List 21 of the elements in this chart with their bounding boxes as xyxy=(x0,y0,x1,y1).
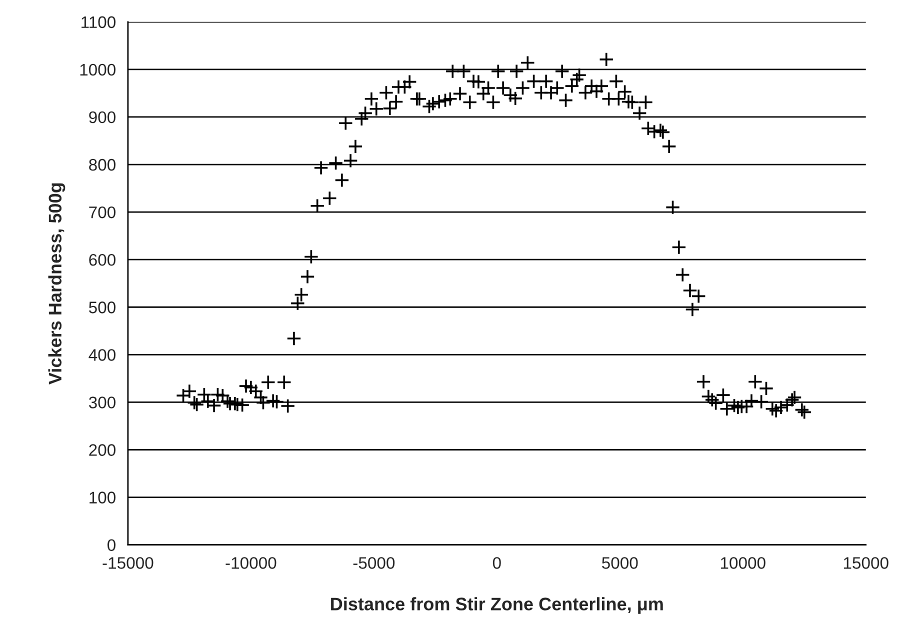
x-tick-label: 10000 xyxy=(720,557,766,569)
y-tick-label: 600 xyxy=(89,254,116,266)
y-tick-label: 400 xyxy=(88,349,116,361)
y-tick-label: 900 xyxy=(89,111,116,124)
y-tick-label: 500 xyxy=(89,302,116,314)
x-tick-label: 15000 xyxy=(844,557,888,569)
y-tick-label: 200 xyxy=(89,444,116,456)
x-axis-title: Distance from Stir Zone Centerline, μm xyxy=(331,597,663,614)
y-tick-label: 800 xyxy=(89,158,116,171)
y-tick-label: 1100 xyxy=(82,16,116,28)
x-tick-label: -15000 xyxy=(102,557,154,569)
y-tick-label: 1000 xyxy=(80,64,116,76)
y-tick-label: 700 xyxy=(89,206,116,218)
y-tick-label: 0 xyxy=(108,539,116,552)
x-tick-label: 5000 xyxy=(602,557,638,569)
y-axis-title: Vickers Hardness, 500g xyxy=(48,183,66,384)
x-tick-label: -10000 xyxy=(226,557,276,569)
y-tick-label: 100 xyxy=(90,492,116,504)
y-tick-label: 300 xyxy=(88,396,116,408)
x-tick-label: 0 xyxy=(492,557,501,569)
x-tick-label: -5000 xyxy=(353,557,395,569)
